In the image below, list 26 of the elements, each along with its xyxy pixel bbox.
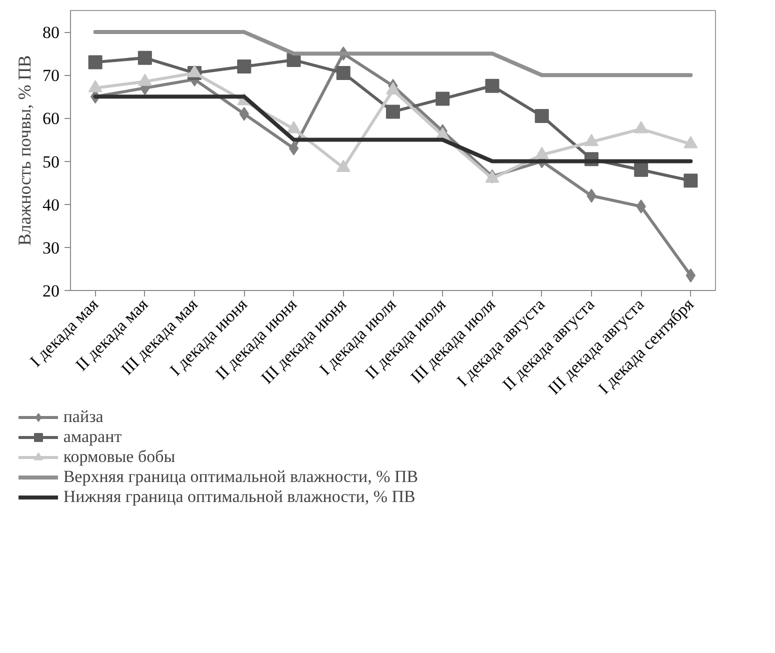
point: [237, 60, 252, 74]
legend-label: амарант: [63, 427, 122, 447]
point: [485, 78, 500, 93]
point: [636, 200, 646, 214]
y-tick-label: 60: [42, 109, 60, 128]
point: [534, 109, 549, 124]
point: [336, 66, 350, 80]
y-tick-label: 70: [42, 66, 60, 86]
legend-label: кормовые бобы: [63, 447, 176, 467]
y-tick-label: 50: [42, 152, 60, 172]
point: [684, 174, 698, 188]
point: [138, 50, 152, 65]
legend-label: Верхняя граница оптимальной влажности, % ПВ: [63, 467, 418, 487]
legend-label: Нижняя граница оптимальной влажности, % ПВ: [63, 487, 416, 507]
point: [88, 55, 102, 70]
legend-label: пайза: [63, 407, 104, 427]
point: [634, 162, 648, 177]
y-tick-label: 40: [42, 195, 60, 214]
y-tick-label: 80: [42, 23, 60, 42]
point: [686, 268, 696, 282]
y-axis-title: Влажность почвы, % ПВ: [14, 55, 34, 246]
y-tick-label: 20: [42, 282, 60, 300]
point: [386, 104, 400, 119]
point: [288, 141, 299, 156]
y-tick-label: 30: [42, 238, 60, 258]
point: [436, 92, 450, 106]
